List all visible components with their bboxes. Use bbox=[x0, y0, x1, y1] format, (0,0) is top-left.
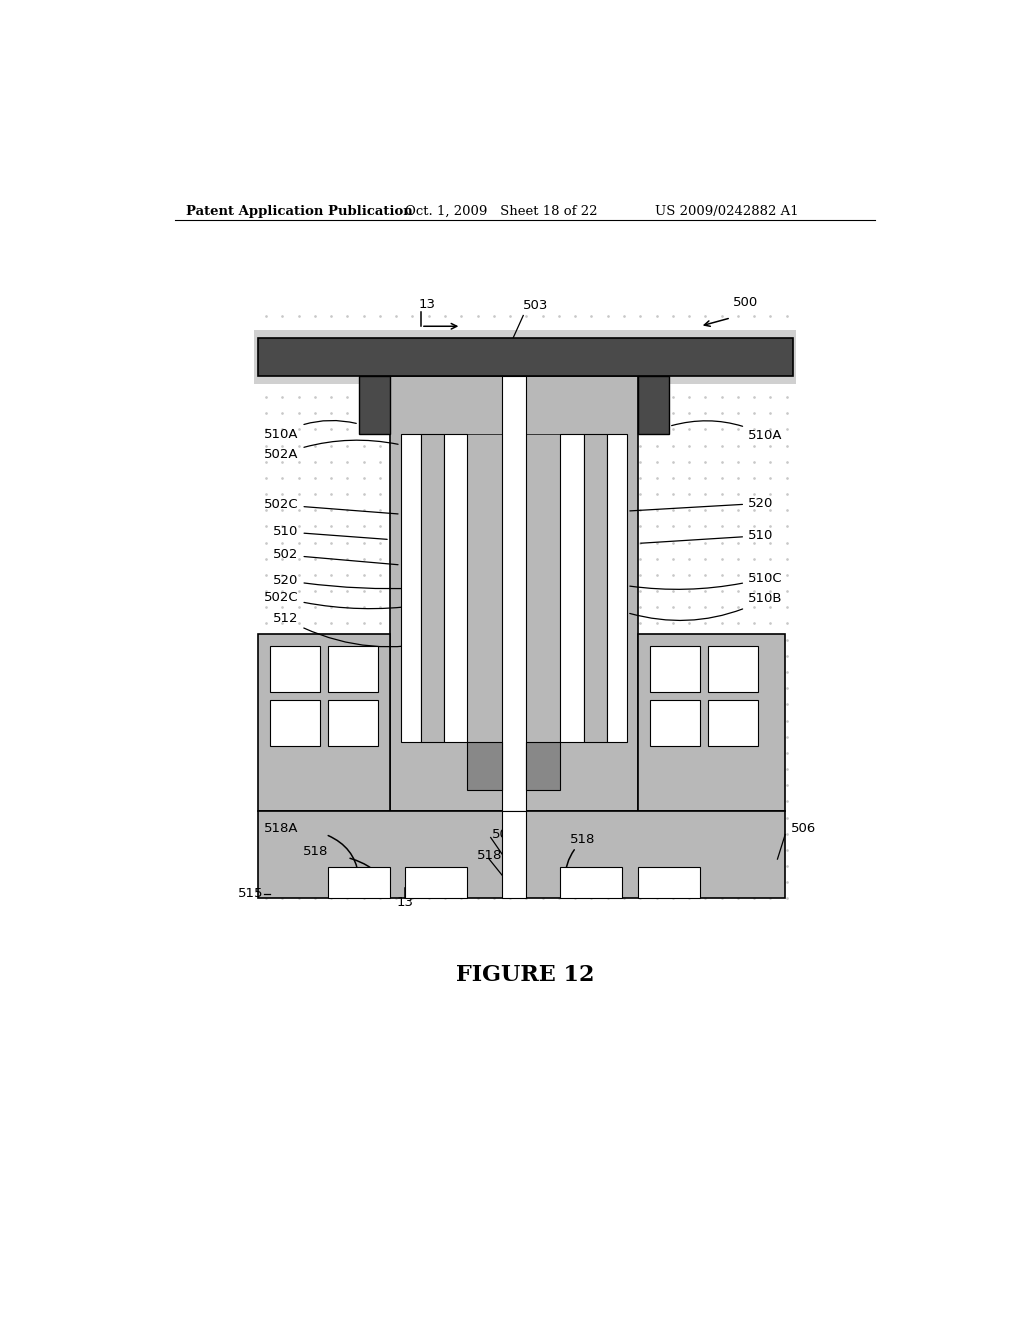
Text: 510A: 510A bbox=[264, 421, 356, 441]
Bar bbox=[421, 434, 444, 742]
Bar bbox=[254, 330, 796, 384]
Text: 503: 503 bbox=[523, 300, 549, 313]
Text: 510B: 510B bbox=[630, 593, 782, 620]
Bar bbox=[328, 645, 378, 692]
Text: 502A: 502A bbox=[264, 440, 398, 462]
Bar bbox=[649, 645, 700, 692]
Bar bbox=[258, 812, 785, 898]
Bar bbox=[502, 812, 526, 898]
Bar bbox=[584, 434, 607, 742]
Text: 510: 510 bbox=[273, 525, 387, 540]
Bar bbox=[560, 867, 623, 898]
Text: 500: 500 bbox=[732, 296, 758, 309]
Bar bbox=[359, 376, 390, 434]
Bar bbox=[638, 867, 700, 898]
Bar bbox=[270, 700, 321, 746]
Bar bbox=[467, 742, 502, 789]
Bar bbox=[406, 867, 467, 898]
Text: 510A: 510A bbox=[672, 421, 782, 442]
Bar bbox=[708, 700, 758, 746]
Bar bbox=[560, 434, 584, 742]
Text: 502B: 502B bbox=[493, 828, 526, 841]
Text: 520: 520 bbox=[273, 574, 418, 589]
Text: 502C: 502C bbox=[264, 499, 398, 513]
Bar bbox=[649, 700, 700, 746]
Text: 520: 520 bbox=[630, 496, 773, 511]
Text: 502C: 502C bbox=[264, 591, 418, 609]
Text: US 2009/0242882 A1: US 2009/0242882 A1 bbox=[655, 205, 799, 218]
Text: 510C: 510C bbox=[630, 572, 782, 589]
Bar bbox=[526, 434, 560, 742]
Text: 512: 512 bbox=[273, 612, 441, 647]
Text: Oct. 1, 2009   Sheet 18 of 22: Oct. 1, 2009 Sheet 18 of 22 bbox=[404, 205, 597, 218]
Text: 510: 510 bbox=[641, 529, 773, 544]
Bar bbox=[444, 434, 467, 742]
Bar bbox=[270, 645, 321, 692]
Bar bbox=[258, 635, 390, 812]
Text: 502: 502 bbox=[273, 548, 398, 565]
Text: 518B: 518B bbox=[477, 849, 511, 862]
Text: 518: 518 bbox=[302, 845, 328, 858]
Bar bbox=[400, 434, 421, 742]
Bar bbox=[638, 635, 785, 812]
Bar bbox=[467, 434, 502, 742]
Bar bbox=[526, 742, 560, 789]
Text: 13: 13 bbox=[397, 896, 414, 909]
Text: Patent Application Publication: Patent Application Publication bbox=[186, 205, 413, 218]
Bar bbox=[390, 376, 638, 812]
Text: 13: 13 bbox=[419, 298, 435, 312]
Text: 515: 515 bbox=[239, 887, 263, 900]
Bar bbox=[607, 434, 627, 742]
Bar bbox=[328, 867, 390, 898]
Text: 506: 506 bbox=[791, 822, 816, 834]
Text: 518A: 518A bbox=[264, 822, 299, 834]
Bar bbox=[708, 645, 758, 692]
Bar bbox=[258, 338, 793, 376]
Text: FIGURE 12: FIGURE 12 bbox=[456, 964, 594, 986]
Bar bbox=[502, 376, 526, 812]
Text: 518: 518 bbox=[569, 833, 595, 846]
Bar bbox=[328, 700, 378, 746]
Bar bbox=[638, 376, 669, 434]
